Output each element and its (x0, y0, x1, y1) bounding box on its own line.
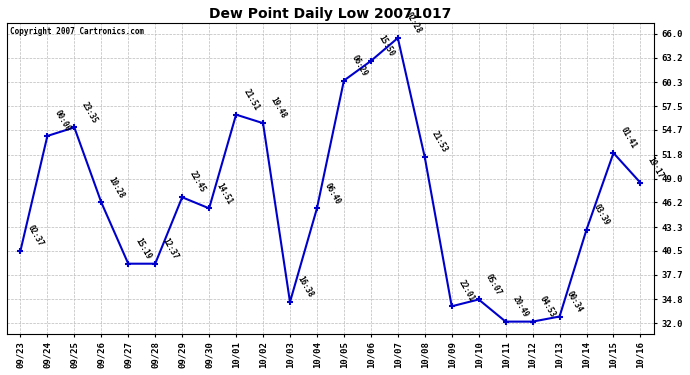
Text: 12:37: 12:37 (161, 236, 180, 261)
Text: 02:28: 02:28 (404, 10, 423, 35)
Text: 22:45: 22:45 (188, 170, 207, 195)
Text: 19:48: 19:48 (268, 96, 288, 120)
Text: 05:07: 05:07 (484, 272, 504, 297)
Text: 16:38: 16:38 (295, 275, 315, 299)
Text: 00:34: 00:34 (565, 289, 584, 314)
Title: Dew Point Daily Low 20071017: Dew Point Daily Low 20071017 (209, 7, 452, 21)
Text: 01:41: 01:41 (619, 126, 638, 150)
Text: 00:00: 00:00 (53, 109, 72, 133)
Text: 15:50: 15:50 (377, 34, 396, 58)
Text: 21:51: 21:51 (241, 87, 261, 112)
Text: 14:51: 14:51 (215, 181, 234, 206)
Text: 20:49: 20:49 (511, 294, 531, 319)
Text: 22:01: 22:01 (457, 279, 477, 303)
Text: 23:35: 23:35 (80, 100, 99, 124)
Text: 04:53: 04:53 (538, 294, 558, 319)
Text: 06:29: 06:29 (349, 53, 369, 78)
Text: 02:37: 02:37 (26, 224, 46, 248)
Text: Copyright 2007 Cartronics.com: Copyright 2007 Cartronics.com (10, 27, 144, 36)
Text: 06:40: 06:40 (322, 181, 342, 206)
Text: 03:39: 03:39 (592, 202, 611, 227)
Text: 21:53: 21:53 (431, 130, 450, 154)
Text: 19:17: 19:17 (646, 156, 665, 180)
Text: 10:28: 10:28 (107, 175, 126, 200)
Text: 15:19: 15:19 (134, 236, 153, 261)
